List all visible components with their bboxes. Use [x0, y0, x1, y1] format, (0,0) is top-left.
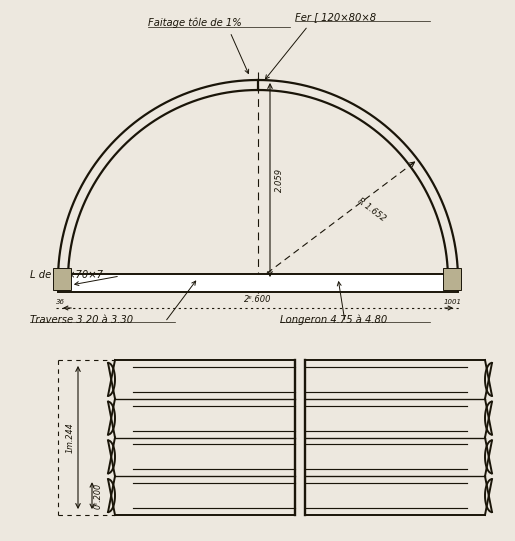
- Text: L de 70×70×7: L de 70×70×7: [30, 270, 103, 280]
- Text: 1001: 1001: [444, 299, 462, 305]
- FancyBboxPatch shape: [53, 268, 71, 290]
- Text: Longeron 4.75 à 4.80: Longeron 4.75 à 4.80: [280, 315, 387, 325]
- Text: 2.059: 2.059: [275, 168, 284, 192]
- Bar: [58, 274, 458, 292]
- Text: R 1.652: R 1.652: [356, 196, 387, 223]
- Text: 1m.244: 1m.244: [66, 422, 75, 453]
- Text: 36: 36: [56, 299, 65, 305]
- Text: Fer [ 120×80×8: Fer [ 120×80×8: [295, 12, 376, 22]
- Text: Traverse 3.20 à 3.30: Traverse 3.20 à 3.30: [30, 315, 133, 325]
- Text: 0ᴱ.200: 0ᴱ.200: [94, 483, 103, 509]
- Text: 2ᴱ.600: 2ᴱ.600: [244, 295, 272, 304]
- FancyBboxPatch shape: [443, 268, 461, 290]
- Text: Faitage tôle de 1%: Faitage tôle de 1%: [148, 17, 242, 28]
